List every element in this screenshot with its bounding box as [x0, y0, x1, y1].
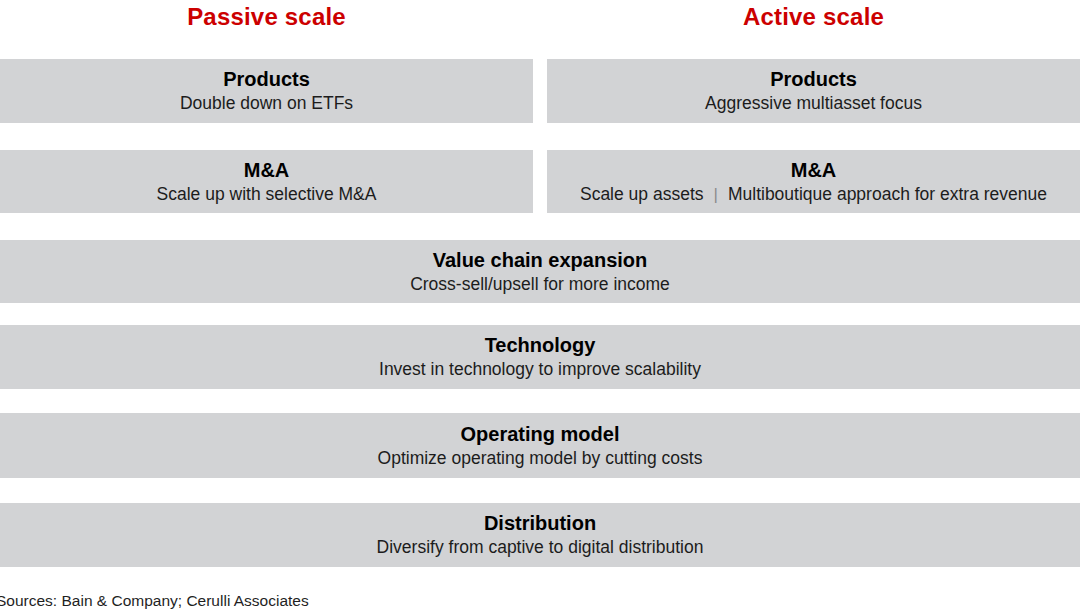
- scale-strategy-diagram: Passive scale Active scale Products Doub…: [0, 0, 1080, 612]
- column-title-active-scale: Active scale: [547, 2, 1080, 32]
- box-subtitle: Scale up with selective M&A: [157, 183, 377, 206]
- sources-note: Sources: Bain & Company; Cerulli Associa…: [0, 591, 309, 611]
- box-passive-products: Products Double down on ETFs: [0, 59, 533, 123]
- box-heading: M&A: [244, 158, 290, 183]
- box-active-ma: M&A Scale up assets | Multiboutique approa…: [547, 150, 1080, 213]
- box-heading: Distribution: [484, 511, 596, 536]
- box-heading: Technology: [485, 333, 596, 358]
- column-title-passive-scale: Passive scale: [0, 2, 533, 32]
- box-subtitle: Aggressive multiasset focus: [705, 92, 922, 115]
- box-subtitle: Double down on ETFs: [180, 92, 353, 115]
- box-heading: Products: [223, 67, 310, 92]
- box-value-chain-expansion: Value chain expansion Cross-sell/upsell …: [0, 240, 1080, 303]
- box-technology: Technology Invest in technology to impro…: [0, 325, 1080, 389]
- box-heading: Operating model: [461, 422, 620, 447]
- box-subtitle-part-2: Multiboutique approach for extra revenue: [728, 184, 1047, 204]
- box-distribution: Distribution Diversify from captive to d…: [0, 503, 1080, 567]
- box-subtitle-part-1: Scale up assets: [580, 184, 704, 204]
- box-heading: Value chain expansion: [433, 248, 648, 273]
- box-active-products: Products Aggressive multiasset focus: [547, 59, 1080, 123]
- box-operating-model: Operating model Optimize operating model…: [0, 413, 1080, 478]
- box-heading: Products: [770, 67, 857, 92]
- box-subtitle: Diversify from captive to digital distri…: [377, 536, 704, 559]
- box-heading: M&A: [791, 158, 837, 183]
- box-subtitle: Scale up assets | Multiboutique approach f…: [580, 183, 1047, 206]
- box-subtitle: Invest in technology to improve scalabil…: [379, 358, 701, 381]
- pipe-separator: |: [714, 185, 718, 204]
- box-subtitle: Cross-sell/upsell for more income: [410, 273, 670, 296]
- box-passive-ma: M&A Scale up with selective M&A: [0, 150, 533, 213]
- box-subtitle: Optimize operating model by cutting cost…: [378, 447, 703, 470]
